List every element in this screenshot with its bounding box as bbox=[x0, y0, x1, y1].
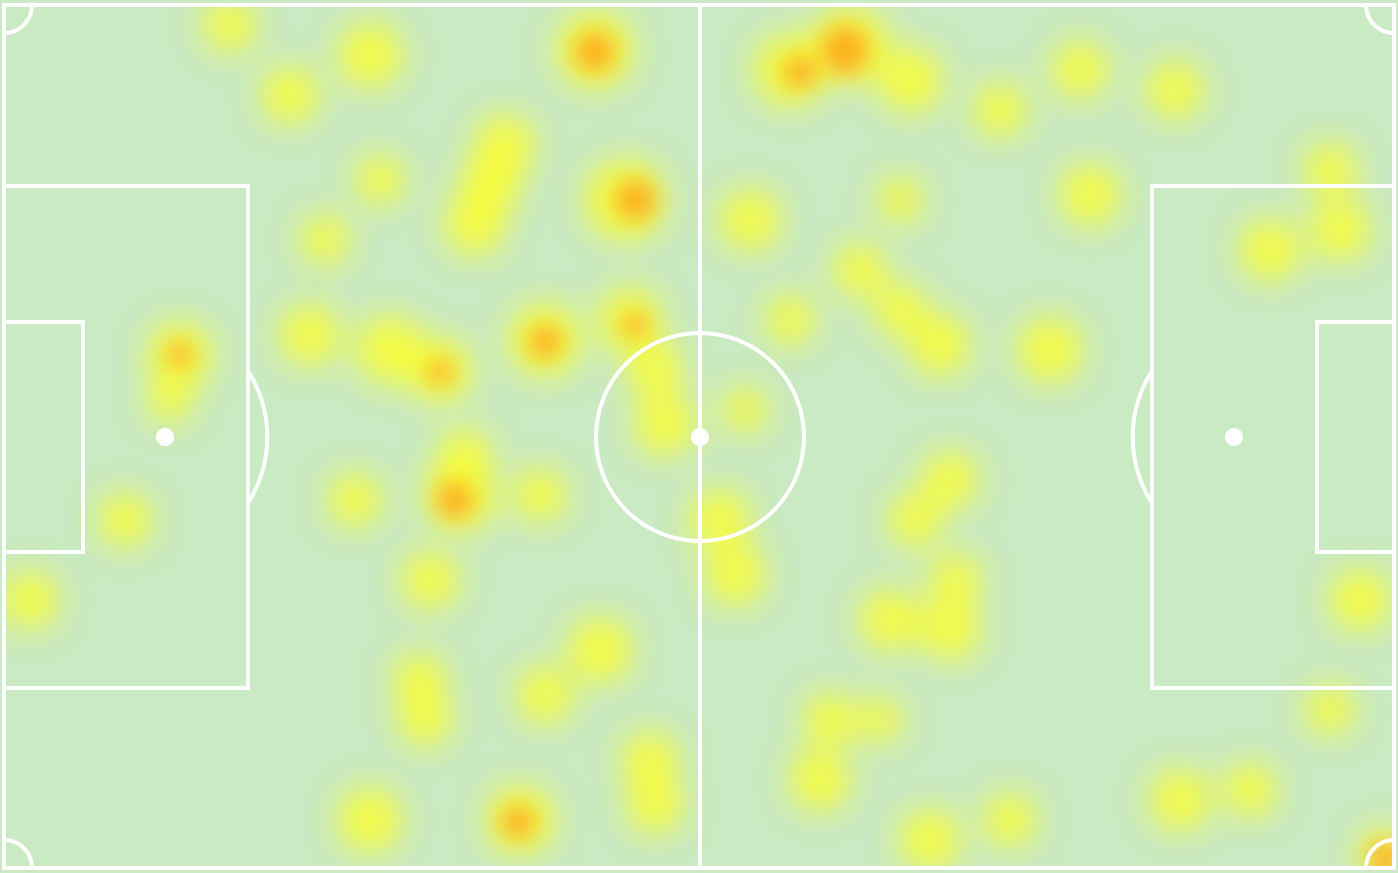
center-spot bbox=[691, 428, 709, 446]
center-circle bbox=[594, 331, 806, 543]
pitch-lines bbox=[2, 3, 1396, 870]
right-penalty-spot bbox=[1225, 428, 1243, 446]
right-penalty-arc bbox=[1130, 369, 1154, 505]
corner-arc bbox=[3, 4, 34, 35]
corner-arc bbox=[1364, 838, 1395, 869]
corner-arc bbox=[3, 838, 34, 869]
left-penalty-spot bbox=[156, 428, 174, 446]
right-goal-area bbox=[1315, 320, 1396, 554]
corner-arc bbox=[1364, 4, 1395, 35]
left-goal-area bbox=[2, 320, 85, 554]
left-penalty-arc bbox=[246, 369, 270, 505]
heat-peaks bbox=[168, 26, 1394, 868]
